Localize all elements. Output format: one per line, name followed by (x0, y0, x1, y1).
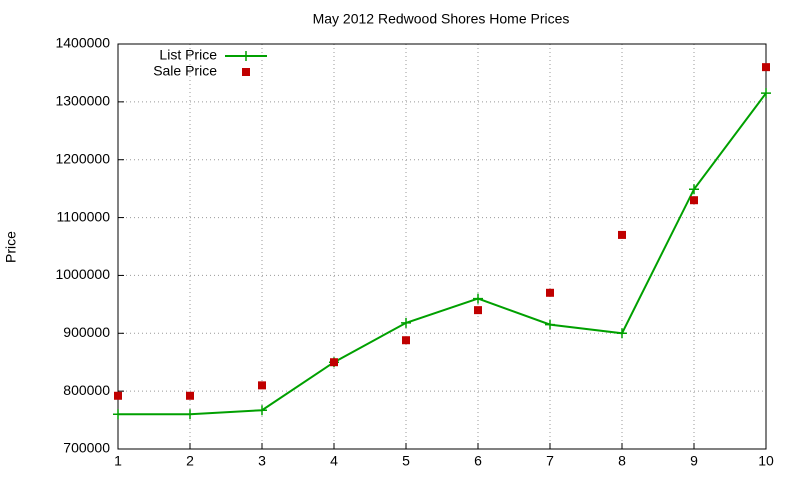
x-tick-label: 1 (114, 453, 122, 469)
y-tick-label: 1300000 (55, 93, 110, 109)
data-point (186, 391, 194, 400)
data-point (402, 336, 410, 345)
chart-title: May 2012 Redwood Shores Home Prices (313, 11, 570, 27)
x-tick-label: 3 (258, 453, 266, 469)
data-point (618, 230, 626, 239)
y-tick-label: 800000 (63, 382, 110, 398)
data-point (473, 293, 483, 304)
y-tick-label: 1100000 (57, 208, 111, 224)
x-tick-label: 7 (546, 453, 554, 469)
data-point (401, 317, 411, 328)
y-tick-label: 1200000 (55, 150, 110, 166)
data-point (617, 328, 627, 339)
x-tick-label: 5 (402, 453, 410, 469)
data-point (545, 319, 555, 330)
x-tick-label: 9 (690, 453, 698, 469)
y-axis-label: Price (3, 231, 19, 263)
data-point (761, 88, 771, 99)
x-tick-label: 8 (618, 453, 626, 469)
y-tick-label: 1400000 (55, 35, 110, 51)
data-point (330, 358, 338, 367)
x-tick-label: 10 (758, 453, 774, 469)
data-point (258, 381, 266, 390)
x-tick-label: 6 (474, 453, 482, 469)
y-tick-label: 700000 (63, 440, 110, 456)
x-tick-label: 2 (186, 453, 194, 469)
legend-label: Sale Price (153, 63, 217, 79)
data-point (689, 184, 699, 195)
data-point (690, 196, 698, 205)
data-point (257, 405, 267, 416)
data-point (762, 63, 770, 72)
series-line (118, 92, 767, 416)
legend-marker (241, 51, 251, 61)
x-tick-label: 4 (330, 453, 338, 469)
y-tick-label: 1000000 (55, 266, 110, 282)
data-point (185, 409, 195, 420)
data-point (114, 391, 122, 400)
legend-label: List Price (159, 47, 217, 63)
data-point (474, 306, 482, 315)
legend-marker (242, 68, 250, 76)
y-tick-label: 900000 (63, 324, 110, 340)
data-point (546, 288, 554, 297)
plot-border (117, 43, 767, 450)
data-point (113, 409, 123, 420)
